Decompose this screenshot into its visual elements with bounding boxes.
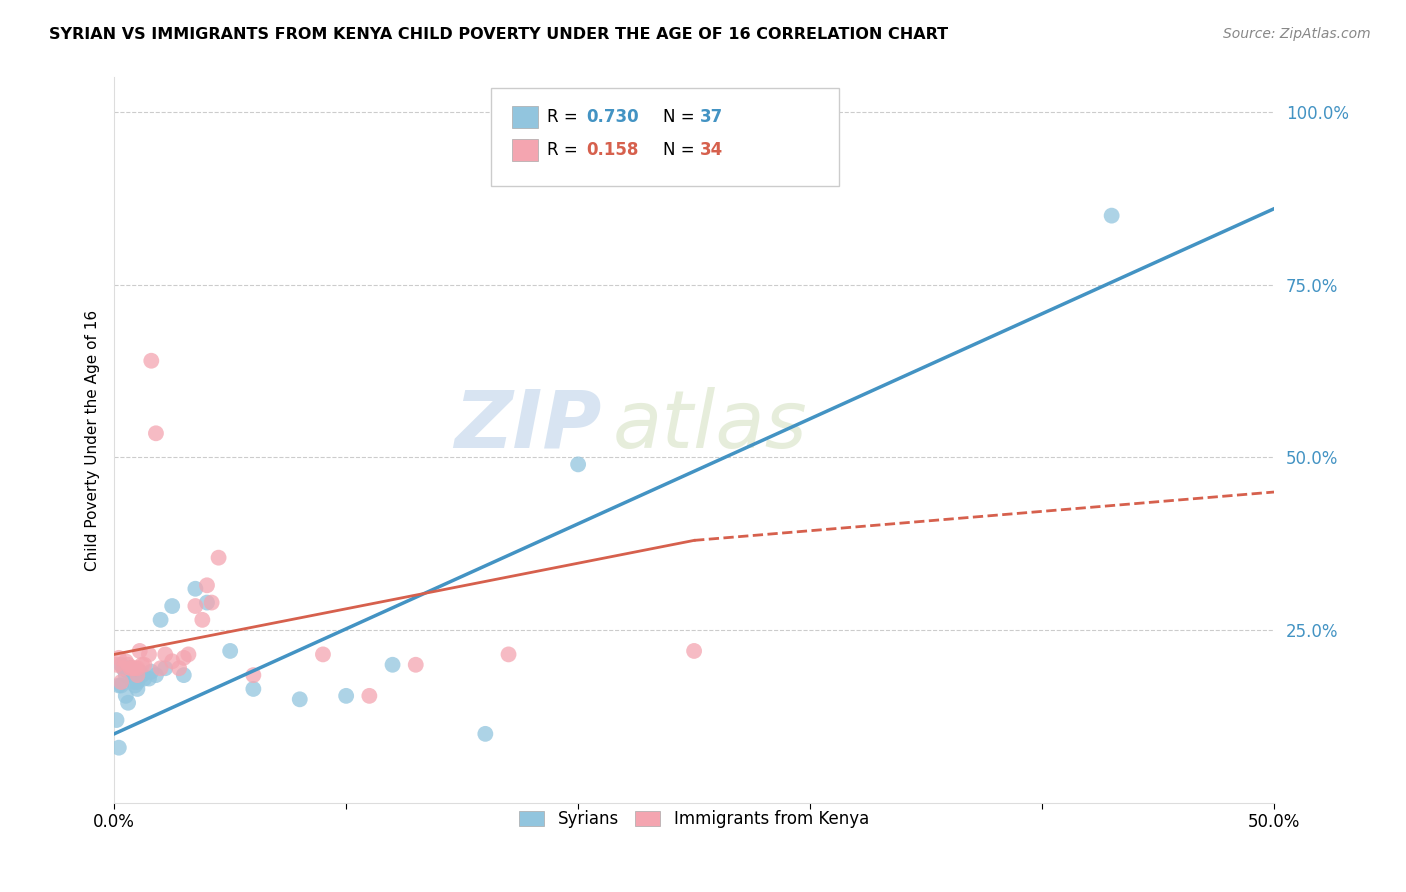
Point [117, 696, 139, 710]
Point [128, 665, 150, 679]
Point [173, 651, 195, 665]
Point [138, 648, 160, 662]
Point [110, 678, 132, 692]
Point [124, 678, 146, 692]
Point [160, 599, 183, 613]
Point [141, 353, 163, 368]
Point [131, 657, 153, 672]
Point [124, 661, 146, 675]
Text: 0.730: 0.730 [586, 108, 638, 127]
Point [138, 672, 160, 686]
Point [184, 599, 207, 613]
Point [127, 661, 149, 675]
Point [173, 668, 195, 682]
Point [121, 661, 143, 675]
Point [155, 648, 177, 662]
Text: 37: 37 [700, 108, 723, 127]
Point [177, 648, 200, 662]
Point [207, 550, 229, 565]
Point [474, 727, 496, 741]
Text: R =: R = [547, 141, 583, 159]
Text: R =: R = [547, 108, 583, 127]
Point [120, 661, 142, 675]
Point [110, 675, 132, 690]
Point [145, 426, 167, 441]
Legend: Syrians, Immigrants from Kenya: Syrians, Immigrants from Kenya [513, 803, 876, 835]
Point [127, 668, 149, 682]
Point [145, 668, 167, 682]
Point [201, 596, 224, 610]
Point [149, 613, 172, 627]
Point [195, 596, 218, 610]
Point [131, 668, 153, 682]
Point [149, 661, 172, 675]
Point [117, 657, 139, 672]
Point [128, 644, 150, 658]
Point [312, 648, 335, 662]
Point [567, 458, 589, 472]
Text: atlas: atlas [613, 387, 807, 465]
Point [105, 657, 128, 672]
Text: SYRIAN VS IMMIGRANTS FROM KENYA CHILD POVERTY UNDER THE AGE OF 16 CORRELATION CH: SYRIAN VS IMMIGRANTS FROM KENYA CHILD PO… [49, 27, 948, 42]
Point [155, 661, 177, 675]
Text: N =: N = [662, 141, 700, 159]
Point [141, 665, 163, 679]
Point [121, 668, 143, 682]
Text: N =: N = [662, 108, 700, 127]
Point [381, 657, 404, 672]
Text: ZIP: ZIP [454, 387, 602, 465]
Point [134, 657, 156, 672]
Point [112, 661, 135, 675]
Point [498, 648, 520, 662]
Point [120, 661, 142, 675]
Point [108, 678, 131, 692]
Point [191, 613, 214, 627]
Text: 34: 34 [700, 141, 723, 159]
Point [242, 668, 264, 682]
Point [114, 654, 136, 668]
Point [134, 672, 156, 686]
Point [110, 657, 132, 672]
Point [242, 681, 264, 696]
Point [127, 681, 149, 696]
Point [359, 689, 381, 703]
Point [112, 661, 135, 675]
Y-axis label: Child Poverty Under the Age of 16: Child Poverty Under the Age of 16 [86, 310, 100, 571]
Point [105, 713, 128, 727]
Point [160, 654, 183, 668]
Text: Source: ZipAtlas.com: Source: ZipAtlas.com [1223, 27, 1371, 41]
Point [117, 665, 139, 679]
Point [195, 578, 218, 592]
Text: 0.158: 0.158 [586, 141, 638, 159]
FancyBboxPatch shape [491, 88, 839, 186]
Point [184, 582, 207, 596]
FancyBboxPatch shape [512, 106, 537, 128]
Point [288, 692, 311, 706]
FancyBboxPatch shape [512, 139, 537, 161]
Point [127, 675, 149, 690]
Point [108, 740, 131, 755]
Point [120, 661, 142, 675]
Point [219, 644, 242, 658]
Point [167, 661, 190, 675]
Point [121, 675, 143, 690]
Point [335, 689, 357, 703]
Point [405, 657, 427, 672]
Point [114, 689, 136, 703]
Point [683, 644, 706, 658]
Point [108, 651, 131, 665]
Point [1101, 209, 1123, 223]
Point [114, 668, 136, 682]
